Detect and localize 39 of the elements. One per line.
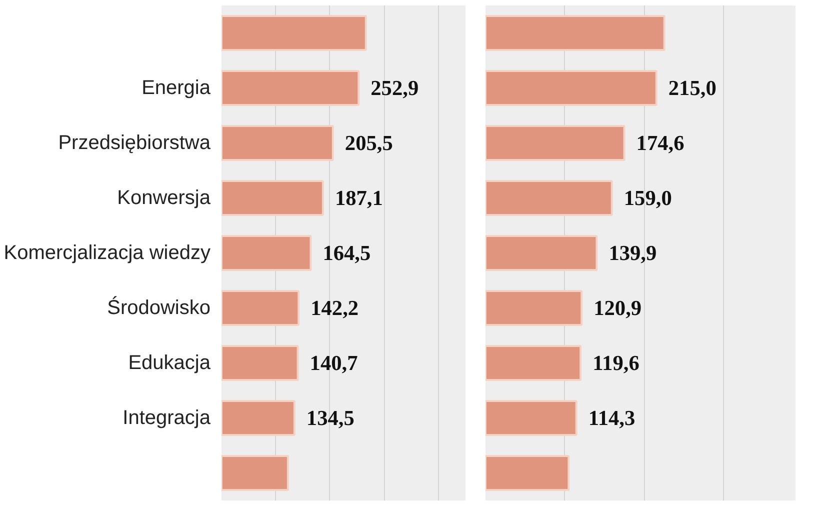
bar — [486, 234, 598, 272]
bar — [222, 14, 367, 52]
y-tick-label: Edukacja — [128, 352, 212, 374]
bar — [222, 344, 299, 382]
bar — [486, 344, 582, 382]
data-label: 114,3 — [588, 406, 636, 430]
data-label: 164,5 — [322, 241, 371, 265]
data-label: 140,7 — [310, 351, 358, 375]
y-tick-label: Integracja — [122, 407, 212, 429]
data-label: 139,9 — [608, 241, 657, 265]
bar — [222, 290, 300, 326]
bar — [222, 400, 296, 436]
bar — [486, 124, 626, 162]
bar — [222, 70, 360, 106]
data-label: 215,0 — [668, 76, 716, 100]
data-label: 120,9 — [594, 296, 642, 320]
y-tick-label: Energia — [142, 77, 212, 99]
bar — [222, 124, 334, 162]
y-tick-label: Komercjalizacja wiedzy — [4, 242, 211, 264]
data-label: 142,2 — [310, 296, 359, 320]
bar — [486, 454, 570, 492]
bar — [486, 14, 666, 52]
bar — [486, 70, 658, 106]
data-label: 174,6 — [636, 131, 685, 155]
data-label: 205,5 — [344, 131, 393, 155]
bar — [486, 180, 613, 216]
data-label: 119,6 — [592, 351, 640, 375]
bar — [222, 234, 312, 272]
y-tick-label: Konwersja — [117, 187, 212, 209]
bar — [486, 400, 578, 436]
bar — [222, 454, 289, 492]
data-label: 187,1 — [334, 186, 383, 210]
bar — [222, 180, 324, 216]
data-label: 159,0 — [624, 186, 672, 210]
data-label: 252,9 — [370, 76, 419, 100]
y-tick-label: Środowisko — [107, 296, 211, 319]
bar — [486, 290, 583, 326]
y-tick-label: Przedsiębiorstwa — [58, 132, 212, 154]
data-label: 134,5 — [306, 406, 354, 430]
